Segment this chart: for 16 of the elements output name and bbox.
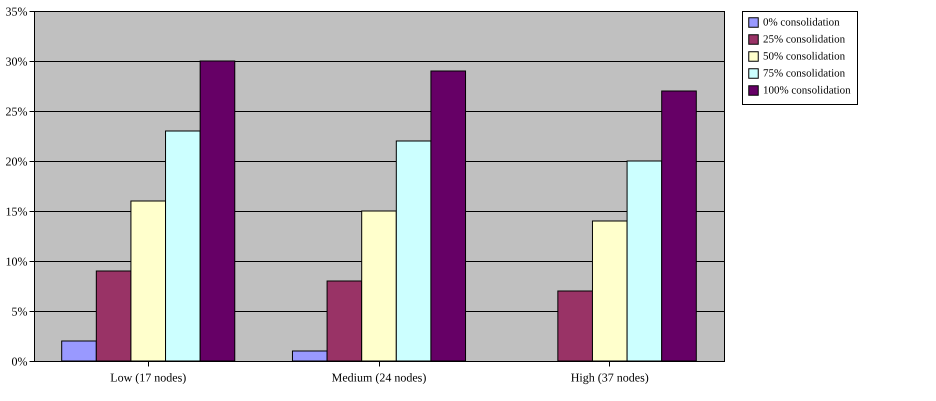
y-tick-label: 20% [6, 154, 28, 168]
legend-label: 25% consolidation [763, 34, 846, 46]
y-tick-label: 10% [6, 254, 28, 268]
y-tick-label: 35% [6, 4, 28, 18]
legend-label: 100% consolidation [763, 84, 852, 96]
y-tick-label: 5% [12, 304, 28, 318]
legend-label: 0% consolidation [763, 16, 840, 28]
legend-label: 50% consolidation [763, 50, 846, 62]
y-tick-label: 25% [6, 104, 28, 118]
y-tick-label: 0% [12, 354, 28, 368]
y-tick-label: 30% [6, 54, 28, 68]
x-tick-label: High (37 nodes) [570, 370, 649, 384]
x-tick-label: Medium (24 nodes) [332, 370, 426, 384]
y-tick-label: 15% [6, 204, 28, 218]
x-tick-label: Low (17 nodes) [110, 370, 186, 384]
legend-label: 75% consolidation [763, 68, 846, 80]
